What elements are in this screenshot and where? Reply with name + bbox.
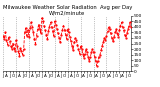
- Title: Milwaukee Weather Solar Radiation  Avg per Day W/m2/minute: Milwaukee Weather Solar Radiation Avg pe…: [3, 5, 132, 15]
